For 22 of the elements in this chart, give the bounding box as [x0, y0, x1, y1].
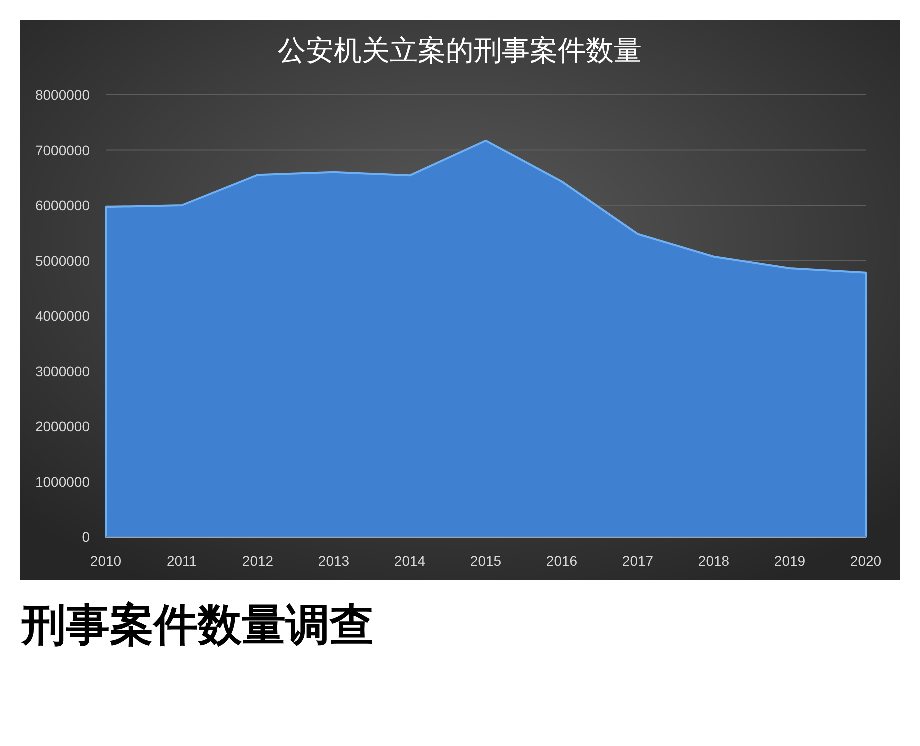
y-tick-label: 3000000: [35, 363, 90, 380]
y-tick-label: 6000000: [35, 198, 90, 214]
x-tick-label: 2015: [470, 553, 502, 569]
text: 刑事案件数量调查: [21, 600, 374, 651]
y-tick-label: 0: [82, 529, 90, 545]
y-tick-label: 2000000: [35, 418, 90, 434]
y-tick-label: 5000000: [35, 252, 90, 269]
x-tick-label: 2011: [166, 553, 198, 569]
chart-title: 公安机关立案的刑事案件数量: [278, 35, 642, 67]
y-tick-label: 1000000: [35, 474, 90, 490]
x-tick-label: 2017: [622, 553, 654, 569]
x-tick-label: 2020: [850, 553, 882, 569]
x-tick-label: 2016: [546, 553, 578, 569]
x-tick-label: 2019: [774, 553, 806, 569]
x-tick-label: 2010: [90, 553, 122, 569]
y-tick-label: 7000000: [35, 142, 90, 158]
y-tick-label: 8000000: [35, 87, 90, 103]
x-tick-label: 2013: [318, 553, 350, 569]
x-tick-label: 2018: [698, 553, 730, 569]
x-tick-label: 2012: [242, 553, 274, 569]
y-tick-label: 4000000: [35, 308, 90, 324]
x-tick-label: 2014: [394, 553, 426, 569]
